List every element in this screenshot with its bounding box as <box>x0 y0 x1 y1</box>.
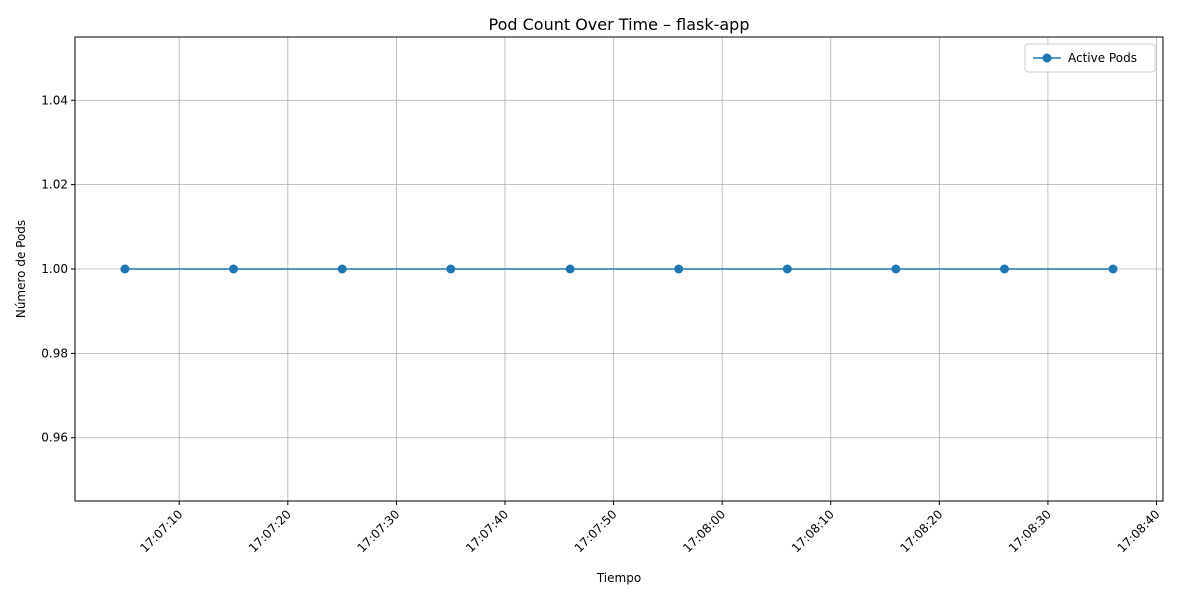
x-tick-label: 17:08:40 <box>1115 507 1163 555</box>
chart-title: Pod Count Over Time – flask-app <box>489 15 750 34</box>
x-tick-label: 17:08:10 <box>789 507 837 555</box>
y-axis: 0.96 0.98 1.00 1.02 1.04 <box>41 93 75 445</box>
data-point <box>1108 264 1118 274</box>
x-tick-label: 17:07:20 <box>246 507 294 555</box>
data-point <box>120 264 130 274</box>
y-tick-label: 1.00 <box>41 262 68 276</box>
x-axis-label: Tiempo <box>596 571 641 585</box>
data-point <box>999 264 1009 274</box>
legend-label: Active Pods <box>1068 51 1137 65</box>
x-tick-label: 17:07:30 <box>355 507 403 555</box>
x-tick-label: 17:08:20 <box>897 507 945 555</box>
y-tick-label: 0.96 <box>41 431 68 445</box>
y-axis-label: Número de Pods <box>14 220 28 318</box>
data-point <box>674 264 684 274</box>
data-point <box>782 264 792 274</box>
x-tick-label: 17:08:30 <box>1006 507 1054 555</box>
y-tick-label: 0.98 <box>41 346 68 360</box>
x-tick-label: 17:07:40 <box>463 507 511 555</box>
y-tick-label: 1.02 <box>41 178 68 192</box>
legend: Active Pods <box>1024 43 1156 73</box>
x-tick-label: 17:08:00 <box>680 507 728 555</box>
data-point <box>337 264 347 274</box>
y-tick-label: 1.04 <box>41 93 68 107</box>
data-point <box>229 264 239 274</box>
data-point <box>565 264 575 274</box>
x-tick-label: 17:07:10 <box>137 507 185 555</box>
data-point <box>446 264 456 274</box>
data-point <box>891 264 901 274</box>
legend-box <box>1024 43 1156 73</box>
legend-marker <box>1042 53 1052 63</box>
x-tick-label: 17:07:50 <box>572 507 620 555</box>
series-layer <box>120 264 1118 274</box>
x-axis: 17:07:10 17:07:20 17:07:30 17:07:40 17:07:50… <box>137 501 1163 555</box>
